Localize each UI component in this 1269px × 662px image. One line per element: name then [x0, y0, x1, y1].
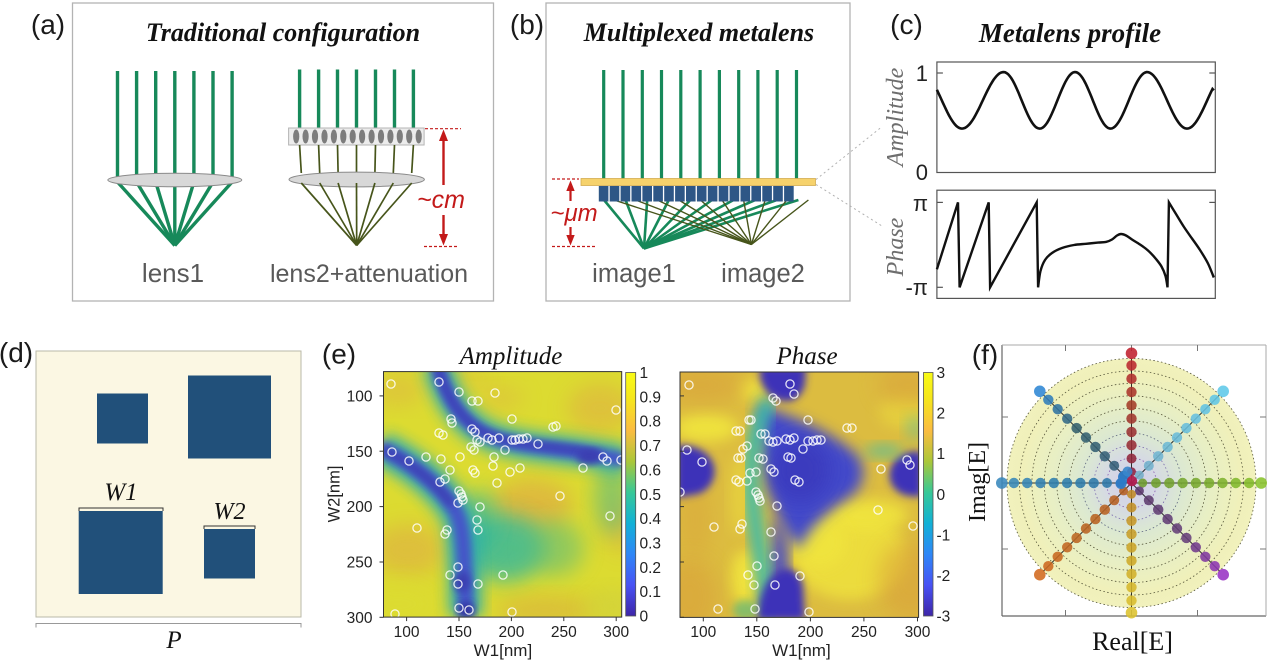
svg-text:1: 1 [916, 61, 928, 86]
svg-text:1: 1 [640, 365, 649, 382]
svg-text:300: 300 [905, 624, 931, 641]
svg-text:3: 3 [937, 365, 946, 382]
svg-text:0: 0 [640, 609, 649, 626]
svg-text:Amplitude: Amplitude [883, 67, 909, 168]
svg-text:250: 250 [551, 624, 577, 641]
svg-text:0.3: 0.3 [640, 535, 662, 552]
svg-text:0: 0 [916, 160, 928, 185]
svg-text:-3: -3 [937, 609, 951, 626]
svg-text:W2[nm]: W2[nm] [326, 466, 344, 523]
svg-text:200: 200 [797, 624, 823, 641]
svg-text:0.4: 0.4 [640, 511, 662, 528]
svg-text:0.1: 0.1 [640, 584, 662, 601]
svg-text:(d): (d) [0, 337, 33, 368]
svg-text:300: 300 [347, 610, 373, 627]
svg-text:π: π [913, 191, 928, 216]
svg-text:100: 100 [394, 624, 420, 641]
svg-text:Phase: Phase [775, 343, 837, 370]
svg-text:250: 250 [347, 554, 373, 571]
svg-text:Amplitude: Amplitude [458, 343, 563, 370]
svg-text:250: 250 [851, 624, 877, 641]
svg-text:Phase: Phase [883, 217, 909, 277]
svg-text:100: 100 [690, 624, 716, 641]
svg-text:W2: W2 [214, 499, 246, 525]
svg-text:Multiplexed metalens: Multiplexed metalens [583, 18, 814, 47]
svg-text:P: P [165, 627, 181, 654]
svg-text:W1[nm]: W1[nm] [772, 641, 831, 660]
svg-text:0.7: 0.7 [640, 438, 662, 455]
svg-text:(e): (e) [322, 339, 356, 370]
svg-text:1: 1 [937, 446, 946, 463]
svg-text:W1: W1 [104, 479, 137, 506]
svg-text:~μm: ~μm [550, 200, 597, 227]
svg-text:200: 200 [347, 499, 373, 516]
svg-text:0.6: 0.6 [640, 462, 662, 479]
svg-text:100: 100 [347, 388, 373, 405]
svg-text:0.8: 0.8 [640, 414, 662, 431]
svg-text:300: 300 [603, 624, 629, 641]
svg-text:Traditional configuration: Traditional configuration [146, 18, 420, 47]
svg-text:0.9: 0.9 [640, 389, 662, 406]
svg-text:lens2+attenuation: lens2+attenuation [270, 260, 468, 288]
svg-text:0: 0 [937, 487, 946, 504]
svg-text:0.5: 0.5 [640, 487, 662, 504]
svg-text:Metalens profile: Metalens profile [978, 18, 1161, 48]
svg-text:150: 150 [347, 444, 373, 461]
svg-text:Imag[E]: Imag[E] [965, 442, 991, 522]
svg-text:(b): (b) [510, 9, 544, 40]
svg-text:0.2: 0.2 [640, 560, 662, 577]
svg-text:W1[nm]: W1[nm] [474, 641, 533, 660]
svg-text:150: 150 [744, 624, 770, 641]
svg-text:150: 150 [446, 624, 472, 641]
svg-text:-2: -2 [937, 568, 951, 585]
svg-text:(c): (c) [890, 9, 923, 40]
svg-text:Real[E]: Real[E] [1092, 627, 1173, 656]
svg-text:~cm: ~cm [417, 186, 465, 214]
svg-text:lens1: lens1 [142, 258, 204, 288]
svg-text:(a): (a) [31, 9, 65, 40]
svg-text:-π: -π [905, 275, 928, 300]
svg-text:image1: image1 [592, 260, 676, 288]
svg-text:(f): (f) [972, 339, 998, 370]
svg-text:200: 200 [498, 624, 524, 641]
svg-text:image2: image2 [721, 260, 805, 288]
svg-text:2: 2 [937, 406, 946, 423]
svg-text:-1: -1 [937, 527, 951, 544]
